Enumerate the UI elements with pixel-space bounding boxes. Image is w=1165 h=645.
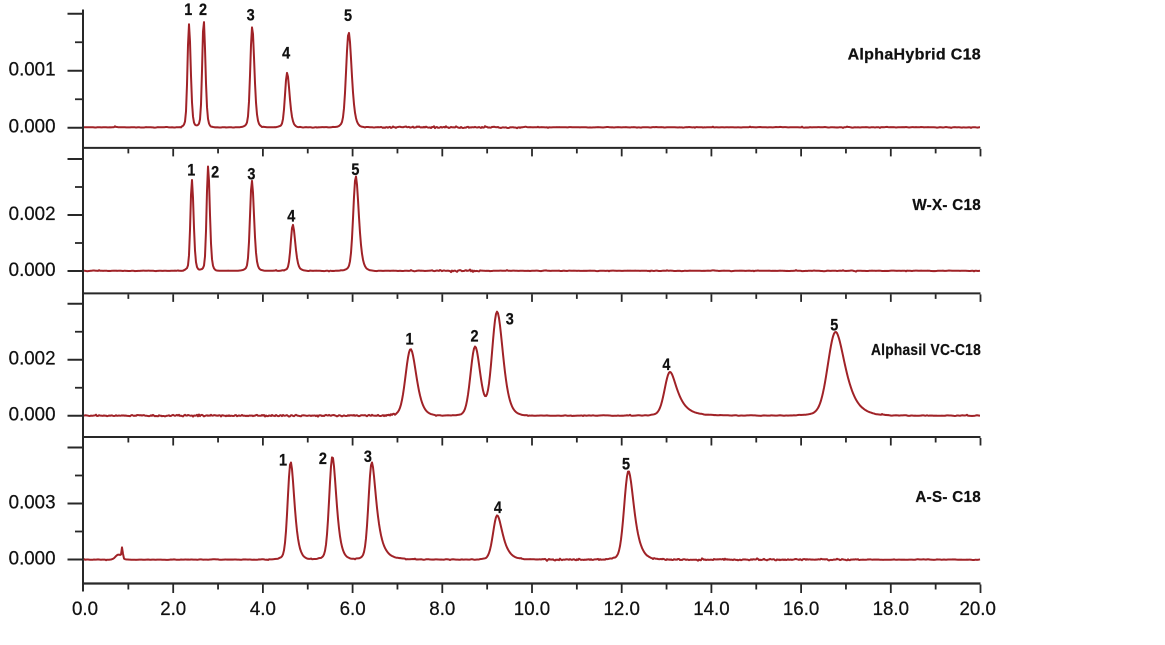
svg-text:1: 1 (405, 331, 413, 349)
svg-text:0.0: 0.0 (72, 599, 98, 620)
svg-text:Alphasil VC-C18: Alphasil VC-C18 (871, 341, 981, 359)
svg-text:16.0: 16.0 (783, 599, 819, 620)
svg-text:5: 5 (351, 161, 359, 179)
svg-text:18.0: 18.0 (873, 599, 909, 620)
svg-text:6.0: 6.0 (340, 599, 366, 620)
svg-text:1: 1 (187, 162, 195, 180)
svg-text:5: 5 (830, 316, 838, 334)
svg-text:A-S- C18: A-S- C18 (915, 489, 981, 506)
svg-text:3: 3 (247, 165, 255, 183)
svg-text:2: 2 (211, 163, 219, 181)
svg-text:W-X- C18: W-X- C18 (912, 197, 981, 214)
svg-text:12.0: 12.0 (603, 599, 639, 620)
svg-text:4: 4 (494, 499, 502, 517)
svg-text:4: 4 (662, 356, 670, 374)
svg-text:10.0: 10.0 (514, 599, 550, 620)
svg-text:8.0: 8.0 (429, 599, 455, 620)
svg-text:2: 2 (199, 1, 207, 19)
svg-text:3: 3 (364, 448, 372, 466)
svg-text:0.002: 0.002 (9, 348, 56, 369)
svg-text:AlphaHybrid C18: AlphaHybrid C18 (848, 47, 981, 64)
svg-text:0.001: 0.001 (9, 59, 56, 80)
svg-text:0.000: 0.000 (9, 548, 56, 569)
svg-text:3: 3 (506, 310, 514, 328)
svg-text:5: 5 (622, 455, 630, 473)
svg-text:2: 2 (319, 450, 327, 468)
svg-text:4.0: 4.0 (250, 599, 276, 620)
svg-text:0.002: 0.002 (9, 203, 56, 224)
svg-text:4: 4 (282, 44, 290, 62)
svg-text:3: 3 (247, 6, 255, 24)
svg-text:1: 1 (184, 1, 192, 19)
svg-text:14.0: 14.0 (693, 599, 729, 620)
svg-text:0.000: 0.000 (9, 259, 56, 280)
svg-text:0.000: 0.000 (9, 116, 56, 137)
svg-text:20.0: 20.0 (959, 599, 995, 620)
svg-text:1: 1 (279, 452, 287, 470)
svg-text:0.000: 0.000 (9, 404, 56, 425)
svg-text:0.003: 0.003 (9, 492, 56, 513)
svg-text:2: 2 (470, 327, 478, 345)
svg-text:5: 5 (344, 7, 352, 25)
svg-text:4: 4 (287, 207, 295, 225)
svg-text:2.0: 2.0 (160, 599, 186, 620)
